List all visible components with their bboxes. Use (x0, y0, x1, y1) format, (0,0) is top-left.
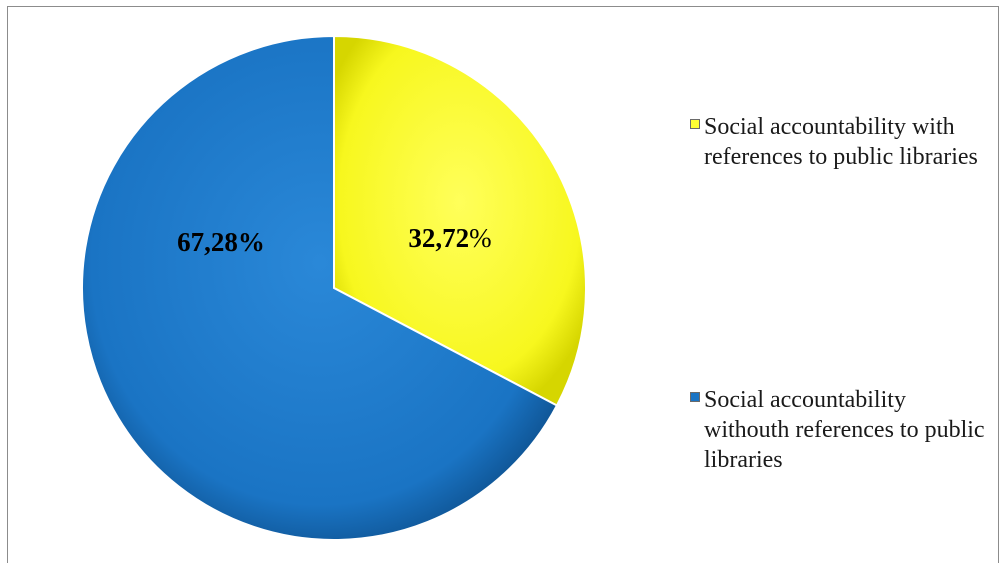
pie-slice-with-references (333, 34, 587, 407)
chart-frame (7, 6, 999, 563)
pie-slice-without-references (81, 34, 559, 541)
slice-label-without-references: 67,28% (177, 227, 265, 257)
legend-item-without-references: Social accountability withouth reference… (690, 385, 990, 485)
slice-label-with-references: 32,72% (408, 223, 491, 253)
legend-item-with-references: Social accountability with references to… (690, 112, 990, 212)
legend-label-with-references: Social accountability with references to… (704, 114, 978, 170)
legend-swatch-yellow (690, 119, 700, 129)
legend-label-without-references: Social accountability withouth reference… (704, 387, 985, 473)
legend-swatch-blue (690, 392, 700, 402)
